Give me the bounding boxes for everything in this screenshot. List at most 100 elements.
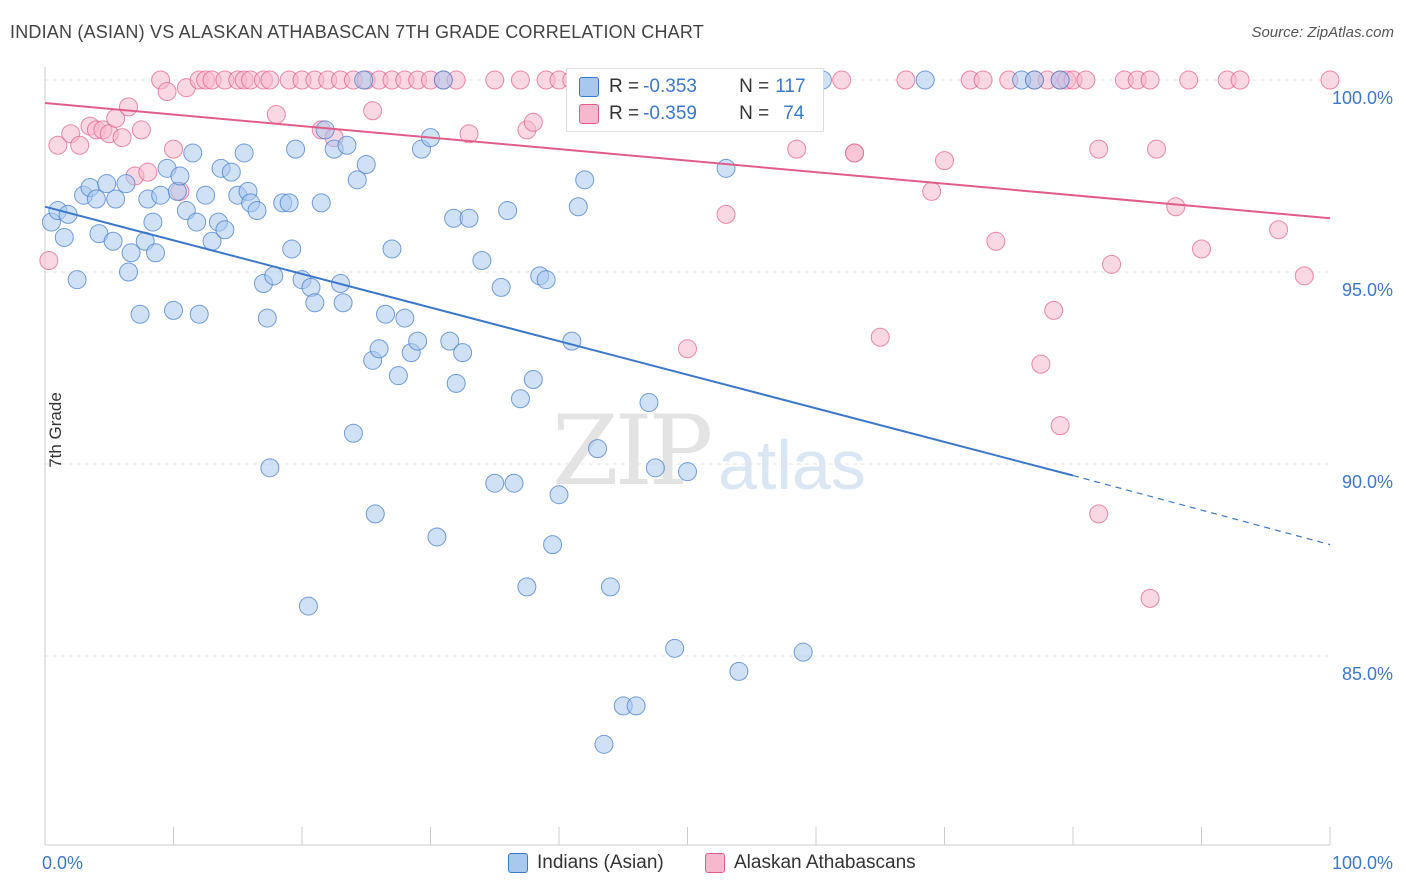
data-point [266,105,286,125]
data-point [523,112,543,132]
data-point [915,70,935,90]
data-point [1140,588,1160,608]
data-point [1269,220,1289,240]
data-point [568,197,588,217]
data-point [39,250,59,270]
data-point [1050,70,1070,90]
data-point [119,97,139,117]
data-point [517,577,537,597]
data-point [1031,354,1051,374]
n-label: N = [739,103,770,124]
data-point [896,70,916,90]
data-point [164,300,183,320]
data-point [1076,70,1096,90]
data-point [459,208,479,228]
data-point [347,170,367,190]
data-point [97,174,117,194]
legend-row-pink: R = -0.359 N = 74 [579,102,804,126]
data-point [446,373,466,393]
data-point [215,220,235,240]
data-point [183,143,203,163]
data-point [1166,197,1186,217]
data-point [116,174,136,194]
data-point [112,128,132,148]
data-point [196,185,216,205]
data-point [472,250,492,270]
data-point [260,458,280,478]
data-point [298,596,318,616]
data-point [221,162,241,182]
source-label: Source: ZipAtlas.com [1251,24,1394,41]
legend-item-indians[interactable]: Indians (Asian) [508,852,664,874]
data-point [187,212,207,232]
data-point [1179,70,1199,90]
data-point [453,343,473,363]
legend-swatch-pink [705,853,725,873]
data-point [870,327,890,347]
data-point [286,139,306,159]
data-point [543,535,563,555]
data-point [279,193,299,213]
data-point [427,527,447,547]
data-point [257,308,277,328]
data-point [189,304,209,324]
data-point [382,239,402,259]
data-point [510,70,530,90]
data-point [234,143,254,163]
legend-item-athabascans[interactable]: Alaskan Athabascans [705,852,916,874]
data-point [86,189,106,209]
watermark-zip: ZIP [552,395,713,507]
data-point [716,204,736,224]
data-point [369,339,389,359]
r-label: R = [609,103,640,124]
data-point [1044,300,1064,320]
data-point [143,212,163,232]
data-point [356,154,376,174]
data-point [645,458,665,478]
data-point [549,485,569,505]
data-point [729,661,749,681]
data-point [793,642,813,662]
data-point [311,193,331,213]
data-point [67,270,87,290]
data-point [845,143,865,163]
data-point [48,135,68,155]
data-point [922,181,942,201]
y-tick-label: 100.0% [1332,88,1393,108]
data-point [1147,139,1167,159]
axes [44,67,1331,846]
legend-row-blue: R = -0.353 N = 117 [579,75,806,99]
legend-swatch-blue [579,77,599,97]
data-point [333,293,353,313]
trend-lines [44,102,1331,546]
legend-label: Indians (Asian) [537,852,664,873]
r-value: -0.353 [643,76,697,97]
data-point [354,70,374,90]
data-point [665,638,685,658]
trend-line-indians [44,205,1074,477]
data-point [131,120,151,140]
data-point [440,331,460,351]
data-point [1230,70,1250,90]
tick-labels: 100.0% 95.0% 90.0% 85.0% 0.0% 100.0% [42,88,1393,873]
y-tick-label: 85.0% [1342,664,1393,684]
legend-label: Alaskan Athabascans [734,852,916,873]
data-point [485,70,505,90]
data-point [459,124,479,144]
data-point [787,139,807,159]
data-point [1089,504,1109,524]
data-point [170,166,190,186]
data-point [106,189,126,209]
data-point [1192,239,1211,259]
data-point [103,231,123,251]
data-point [1140,70,1160,90]
r-value: -0.359 [643,103,697,124]
data-point [536,270,556,290]
data-point [588,439,608,459]
data-point [121,243,141,263]
data-point [1294,266,1314,286]
data-point [164,139,183,159]
data-point [395,308,415,328]
n-value: 74 [783,103,805,124]
data-point [986,231,1006,251]
